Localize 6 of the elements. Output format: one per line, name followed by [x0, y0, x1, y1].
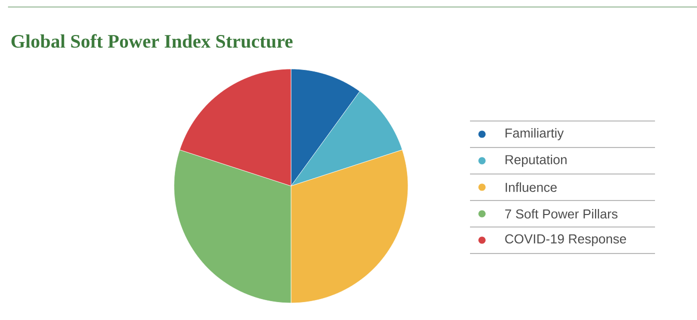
chart-title: Global Soft Power Index Structure — [11, 34, 293, 48]
legend-label: Familiartiy — [506, 128, 564, 140]
legend-label: 7 Soft Power Pillars — [505, 209, 618, 219]
legend-label: COVID-19 Response — [505, 234, 626, 246]
legend-label: Reputation — [506, 154, 567, 167]
legend-label: Influence — [506, 182, 557, 192]
